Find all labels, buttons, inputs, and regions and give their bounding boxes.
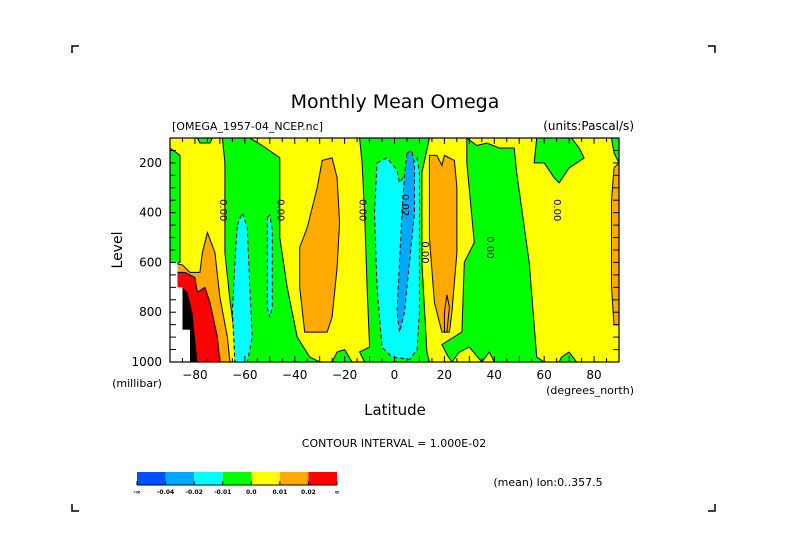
region-orange-nh-edge <box>611 162 619 326</box>
legend-swatch <box>279 472 309 485</box>
x-tick-label: 40 <box>487 368 502 382</box>
region-orange-nh-1 <box>428 154 458 333</box>
color-legend: -∞ -0.04 -0.02 -0.01 0.0 0.01 0.02 ∞ <box>133 472 340 496</box>
contour-label: 0.00 <box>484 236 495 258</box>
contour-interval-text: CONTOUR INTERVAL = 1.000E-02 <box>302 437 486 450</box>
contour-label: 0.00 <box>357 199 368 221</box>
region-green-sh-edge <box>170 147 181 266</box>
region-green-nh-band <box>441 138 546 362</box>
y-tick-label: 800 <box>139 305 162 319</box>
legend-label: 0.02 <box>301 489 316 496</box>
mean-text: (mean) lon:0..357.5 <box>493 476 602 489</box>
x-tick-label: −20 <box>332 368 357 382</box>
region-orange-sh-mid <box>299 157 341 333</box>
legend-label: 0.0 <box>246 489 257 496</box>
legend-swatch <box>194 472 223 485</box>
region-cyan-sh-1 <box>231 211 253 362</box>
contour-label: 0.00 <box>419 241 430 263</box>
legend-label: -0.01 <box>214 489 231 496</box>
region-blue-eq <box>396 149 415 333</box>
legend-swatch <box>165 472 195 485</box>
x-tick-label: 20 <box>437 368 452 382</box>
legend-label: -0.04 <box>157 489 174 496</box>
contour-label: 0.00 <box>217 199 228 221</box>
region-orange-nh-2 <box>443 294 450 333</box>
contour-labels: 0.00 0.00 0.00 0.02 0.00 0.00 0.00 <box>217 194 562 264</box>
y-tick-label: 1000 <box>131 355 162 369</box>
contour-label: 0.00 <box>274 199 285 221</box>
contour-label: 0.00 <box>551 199 562 221</box>
legend-label: -∞ <box>133 489 141 496</box>
legend-label: ∞ <box>335 489 340 496</box>
x-axis: −80 −60 −40 −20 0 20 40 60 80 <box>169 138 620 382</box>
region-green-sh-small <box>331 349 353 362</box>
region-green-nh-top <box>533 138 585 184</box>
region-cyan-sh-2 <box>266 214 273 318</box>
region-black-dense-contours <box>182 287 198 362</box>
chart-title: Monthly Mean Omega <box>291 91 500 113</box>
x-axis-label: Latitude <box>364 401 426 419</box>
y-tick-label: 200 <box>139 156 162 170</box>
crop-mark-bottom-right <box>708 504 716 512</box>
x-tick-label: 80 <box>586 368 601 382</box>
x-tick-label: −80 <box>182 368 207 382</box>
crop-mark-bottom-left <box>71 504 79 512</box>
y-tick-label: 400 <box>139 206 162 220</box>
legend-label: -0.02 <box>185 489 202 496</box>
units-label: (units:Pascal/s) <box>543 119 634 133</box>
x-tick-label: −40 <box>282 368 307 382</box>
x-tick-label: 60 <box>537 368 552 382</box>
y-axis: 200 400 600 800 1000 <box>131 137 619 369</box>
file-label: [OMEGA_1957-04_NCEP.nc] <box>172 120 323 133</box>
x-tick-label: −60 <box>232 368 257 382</box>
legend-swatch <box>222 472 252 485</box>
contour-regions <box>170 138 619 362</box>
legend-label: 0.01 <box>272 489 287 496</box>
crop-marks <box>71 45 716 512</box>
crop-mark-top-right <box>708 45 716 53</box>
y-tick-label: 600 <box>139 255 162 269</box>
y-axis-units: (millibar) <box>112 377 162 390</box>
legend-swatch <box>308 472 337 485</box>
region-green-sh-top <box>196 138 213 144</box>
crop-mark-top-left <box>71 45 79 53</box>
legend-swatch <box>251 472 280 485</box>
contour-label: 0.02 <box>399 194 410 216</box>
x-axis-units: (degrees_north) <box>546 384 634 397</box>
region-green-nh-bottom <box>558 351 578 362</box>
legend-swatch <box>137 472 166 485</box>
x-tick-label: 0 <box>391 368 399 382</box>
y-axis-label: Level <box>110 232 126 269</box>
